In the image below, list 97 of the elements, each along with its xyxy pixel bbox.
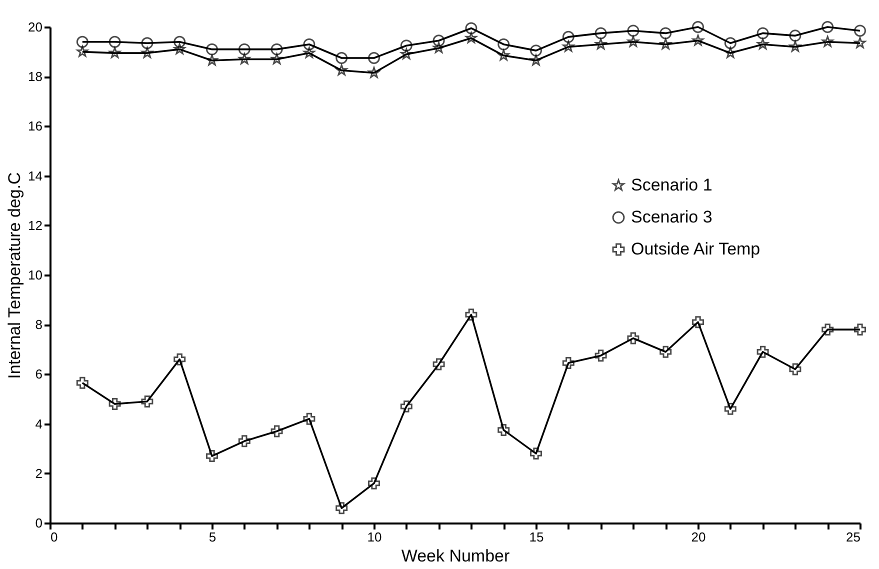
point [400,400,412,412]
point [854,37,866,48]
point [724,47,736,58]
point [498,38,510,50]
point [336,52,348,64]
point [432,358,445,370]
point [108,36,121,48]
x-tick-label: 10 [367,530,382,544]
y-tick-label: 4 [35,416,42,432]
y-tick-label: 8 [35,317,42,332]
y-tick-label: 6 [35,366,42,382]
x-tick-label: 5 [208,530,216,544]
y-tick-label: 2 [35,466,42,481]
point [238,43,250,56]
point [854,24,866,37]
point [562,40,574,52]
point [627,36,639,47]
legend-label: Scenario 3 [631,208,712,226]
y-tick-label: 12 [28,218,42,233]
point [206,43,218,56]
point [270,43,283,56]
point [498,50,510,61]
point [141,37,154,50]
y-axis-title: Internal Temperature deg.C [5,172,24,379]
point [692,34,704,46]
point [400,48,412,60]
point [432,34,445,47]
point [822,21,834,33]
point [530,448,542,460]
point [303,38,316,50]
y-tick-label: 20 [28,20,42,34]
point [498,424,510,436]
point [822,36,834,47]
point [465,308,478,321]
point [141,47,153,58]
point [692,316,704,328]
point [336,502,348,514]
point [368,52,380,64]
point [822,324,834,336]
point [660,27,672,40]
point [562,357,574,370]
point [789,30,802,42]
x-tick-label: 20 [691,530,706,544]
point [594,27,607,40]
point [174,43,186,54]
point [238,435,250,448]
legend-label: Outside Air Temp [631,240,760,258]
point [109,47,121,58]
point [368,66,380,78]
point [141,395,154,408]
point [76,36,88,48]
x-tick-label: 15 [529,530,544,544]
y-tick-label: 14 [28,168,42,184]
point [303,412,316,425]
point [206,54,218,66]
point [76,46,88,57]
point [660,38,672,50]
point [724,402,736,415]
point [530,44,542,57]
point [724,37,736,50]
point [595,38,607,50]
y-tick-label: 10 [28,268,42,282]
point [108,398,121,410]
x-tick-label: 25 [846,530,860,544]
y-tick-label: 16 [28,118,42,134]
point [757,38,769,50]
point [400,40,412,52]
point [271,53,283,64]
point [756,27,769,40]
point [433,42,445,54]
point [530,54,542,66]
point [756,346,769,358]
point [627,24,640,37]
point [692,21,704,33]
point [270,425,283,438]
legend-label: Scenario 1 [631,176,712,194]
point [368,477,380,490]
point [303,47,315,58]
point [660,346,672,358]
point [465,22,478,34]
x-tick-label: 0 [50,530,58,544]
point [174,353,186,366]
point [174,36,186,48]
point [76,376,88,389]
point [206,450,218,462]
point [238,53,250,64]
y-tick-label: 0 [35,516,42,530]
point [854,324,866,336]
point [627,332,640,344]
x-axis-title: Week Number [401,546,510,566]
point [562,30,574,43]
point [336,64,348,76]
point [789,40,801,52]
y-tick-label: 18 [28,69,42,84]
point [465,32,477,44]
point [789,363,802,376]
point [594,350,607,362]
